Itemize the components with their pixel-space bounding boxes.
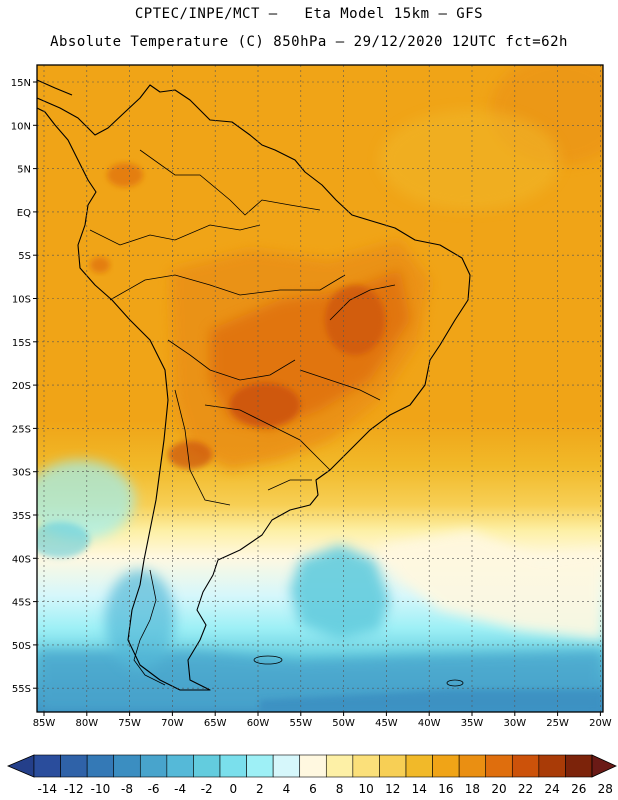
graticule bbox=[37, 65, 603, 712]
lat-label: 10N bbox=[11, 121, 31, 132]
colorbar-swatch bbox=[33, 754, 61, 778]
colorbar-swatch bbox=[166, 754, 194, 778]
colorbar-swatch bbox=[113, 754, 141, 778]
colorbar-swatch bbox=[458, 754, 487, 778]
map-frame bbox=[36, 64, 604, 713]
colorbar-label: 12 bbox=[385, 782, 400, 796]
colorbar-swatch bbox=[538, 754, 566, 778]
colorbar-swatch bbox=[485, 754, 513, 778]
lon-label: 35W bbox=[461, 718, 484, 729]
colorbar-label: 2 bbox=[256, 782, 264, 796]
colorbar-label: -8 bbox=[121, 782, 133, 796]
lat-label: 5N bbox=[17, 165, 31, 176]
colorbar-label: 22 bbox=[518, 782, 533, 796]
colorbar-swatch bbox=[379, 754, 407, 778]
colorbar-label: 20 bbox=[491, 782, 506, 796]
colorbar-swatch bbox=[511, 754, 540, 778]
colorbar-label: -10 bbox=[91, 782, 111, 796]
colorbar-label: 26 bbox=[571, 782, 586, 796]
lat-label: 15N bbox=[11, 78, 31, 89]
colorbar-label: 18 bbox=[465, 782, 480, 796]
islands bbox=[133, 569, 464, 687]
colorbar-swatch bbox=[272, 754, 301, 778]
lat-label: 35S bbox=[12, 511, 31, 522]
lat-label: 20S bbox=[12, 381, 31, 392]
colorbar-swatch bbox=[432, 754, 460, 778]
colorbar-label: 14 bbox=[412, 782, 427, 796]
lat-label: 5S bbox=[18, 251, 31, 262]
temperature-field bbox=[37, 65, 603, 712]
latitude-labels: 15N 10N 5N EQ 5S 10S 15S 20S 25S 30S 35S 40S 45S 50S 5… bbox=[11, 78, 37, 695]
lon-label: 45W bbox=[375, 718, 398, 729]
colorbar-label: 16 bbox=[438, 782, 453, 796]
colorbar-swatch bbox=[565, 754, 593, 778]
lon-label: 80W bbox=[75, 718, 98, 729]
lon-label: 50W bbox=[332, 718, 355, 729]
map-title-line2: Absolute Temperature (C) 850hPa – 29/12/… bbox=[50, 34, 568, 50]
colorbar-label: 10 bbox=[359, 782, 374, 796]
colorbar-label: -2 bbox=[201, 782, 213, 796]
colorbar-swatch bbox=[325, 754, 354, 778]
colorbar-swatch bbox=[60, 754, 88, 778]
colorbar-label: -14 bbox=[37, 782, 57, 796]
coastline bbox=[37, 79, 471, 691]
colorbar-swatch bbox=[352, 754, 380, 778]
lon-label: 20W bbox=[589, 718, 612, 729]
lon-label: 75W bbox=[118, 718, 141, 729]
colorbar: -14 -12 -10 -8 -6 -4 -2 0 2 4 6 8 10 12 14 16 18 20 22 24 26… bbox=[6, 754, 617, 796]
colorbar-label: -4 bbox=[174, 782, 186, 796]
colorbar-max-arrow bbox=[591, 754, 617, 778]
colorbar-min-arrow bbox=[6, 754, 35, 778]
lat-label: 55S bbox=[12, 684, 31, 695]
lon-label: 60W bbox=[247, 718, 270, 729]
colorbar-label: 0 bbox=[229, 782, 237, 796]
colorbar-swatch bbox=[299, 754, 327, 778]
longitude-labels: 85W 80W 75W 70W 65W 60W 55W 50W 45W 40W 35W 30W 25W 2… bbox=[33, 712, 612, 729]
lon-label: 55W bbox=[289, 718, 312, 729]
lon-label: 65W bbox=[204, 718, 227, 729]
colorbar-swatch bbox=[86, 754, 115, 778]
lon-label: 25W bbox=[546, 718, 569, 729]
colorbar-label: 28 bbox=[598, 782, 613, 796]
country-borders bbox=[89, 149, 396, 506]
lat-label: 50S bbox=[12, 641, 31, 652]
colorbar-swatch bbox=[193, 754, 221, 778]
lat-label: 15S bbox=[12, 338, 31, 349]
lon-label: 30W bbox=[503, 718, 526, 729]
colorbar-swatch bbox=[219, 754, 247, 778]
colorbar-label: 6 bbox=[309, 782, 317, 796]
colorbar-label: -12 bbox=[64, 782, 84, 796]
lat-label: 25S bbox=[12, 424, 31, 435]
colorbar-label: 4 bbox=[283, 782, 291, 796]
map-title-line1: CPTEC/INPE/MCT – Eta Model 15km – GFS bbox=[134, 6, 484, 22]
colorbar-swatch bbox=[246, 754, 274, 778]
lat-label: 30S bbox=[12, 468, 31, 479]
lat-label: 10S bbox=[12, 295, 31, 306]
lat-label: 45S bbox=[12, 598, 31, 609]
colorbar-label: 24 bbox=[545, 782, 560, 796]
lon-label: 85W bbox=[33, 718, 56, 729]
lat-label: 40S bbox=[12, 554, 31, 565]
lon-label: 40W bbox=[418, 718, 441, 729]
colorbar-swatch bbox=[139, 754, 168, 778]
lon-label: 70W bbox=[161, 718, 184, 729]
colorbar-swatch bbox=[405, 754, 433, 778]
lat-label: EQ bbox=[17, 208, 31, 219]
colorbar-label: 8 bbox=[336, 782, 344, 796]
colorbar-label: -6 bbox=[148, 782, 160, 796]
